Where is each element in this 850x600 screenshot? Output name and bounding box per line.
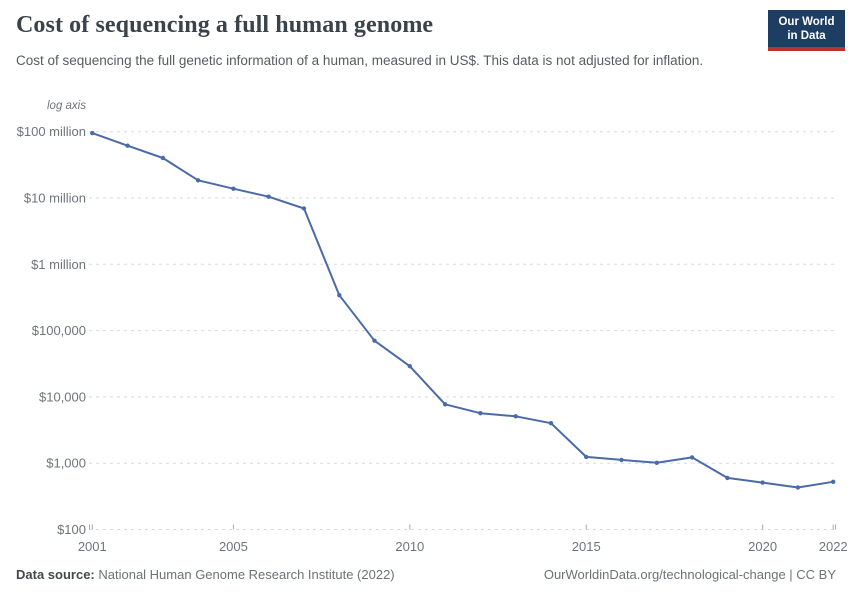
y-axis-tick-label: $1,000: [46, 456, 86, 471]
data-point[interactable]: [654, 460, 659, 465]
data-point[interactable]: [160, 155, 166, 161]
data-source-label: Data source:: [16, 567, 95, 582]
data-point[interactable]: [760, 480, 765, 485]
data-point[interactable]: [831, 479, 836, 484]
logo-line1: Our World: [778, 16, 835, 28]
x-axis-tick-label: 2022: [819, 539, 848, 554]
y-axis-tick-label: $10 million: [24, 191, 86, 206]
y-axis-tick-label: $100,000: [32, 323, 86, 338]
data-source-text: National Human Genome Research Institute…: [94, 567, 395, 582]
data-source: Data source: National Human Genome Resea…: [16, 567, 395, 582]
data-point[interactable]: [125, 143, 130, 148]
data-point[interactable]: [90, 130, 95, 136]
y-axis-tick-label: $100: [57, 522, 86, 537]
page-title: Cost of sequencing a full human genome: [16, 12, 434, 38]
data-point[interactable]: [407, 364, 412, 369]
footer-link[interactable]: OurWorldinData.org/technological-change …: [543, 567, 836, 582]
data-point[interactable]: [372, 338, 377, 343]
data-point[interactable]: [266, 194, 271, 199]
x-axis-tick-label: 2020: [748, 539, 777, 554]
data-line: [91, 132, 835, 489]
x-axis-tick-label: 2015: [572, 539, 601, 554]
y-axis-tick-label: $1 million: [31, 257, 86, 272]
data-point[interactable]: [442, 402, 448, 407]
data-point[interactable]: [689, 455, 695, 460]
chart-subtitle: Cost of sequencing the full genetic info…: [16, 53, 704, 68]
data-point[interactable]: [513, 414, 518, 419]
data-point[interactable]: [619, 457, 624, 463]
x-axis-tick-label: 2005: [219, 539, 248, 554]
data-point[interactable]: [301, 206, 307, 211]
y-axis-tick-label: $100 million: [17, 124, 86, 139]
x-axis-tick-label: 2010: [395, 539, 424, 554]
data-point[interactable]: [584, 454, 589, 460]
x-axis-tick-label: 2001: [78, 539, 107, 554]
data-point[interactable]: [478, 411, 483, 416]
chart-footer: Data source: National Human Genome Resea…: [16, 567, 836, 582]
logo-line2: in Data: [787, 30, 826, 42]
log-axis-note: log axis: [47, 100, 86, 112]
y-axis-tick-label: $10,000: [39, 389, 86, 404]
data-point[interactable]: [195, 178, 201, 183]
data-point[interactable]: [231, 186, 236, 191]
data-point[interactable]: [337, 293, 342, 298]
data-point[interactable]: [725, 475, 730, 481]
owid-logo[interactable]: Our World in Data: [768, 10, 845, 51]
data-point[interactable]: [548, 421, 554, 426]
data-point[interactable]: [795, 485, 801, 490]
